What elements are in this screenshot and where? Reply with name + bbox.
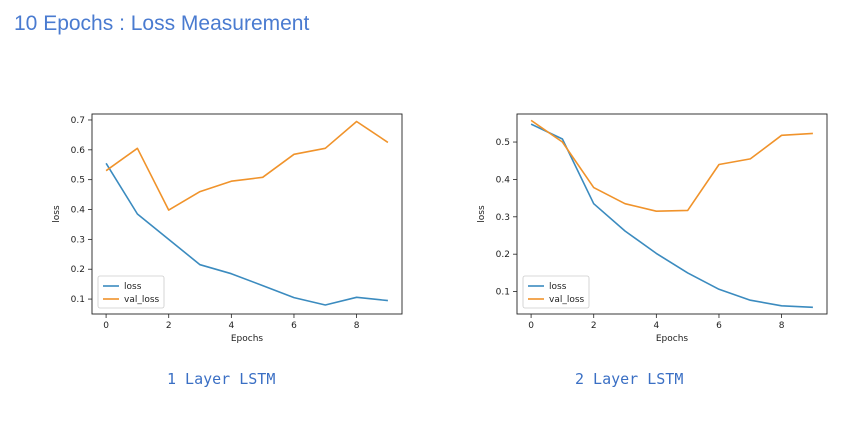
- y-tick-label: 0.5: [71, 176, 85, 186]
- y-tick-label: 0.2: [71, 265, 85, 275]
- x-tick-label: 6: [716, 321, 722, 331]
- legend-entry: val_loss: [549, 295, 585, 305]
- legend-entry: loss: [549, 282, 567, 292]
- chart-svg: 0.1 0.2 0.3 0.4 0.5 0 2 4 6 8 Epochs loss loss val_lo…: [477, 113, 828, 344]
- y-axis-label: loss: [477, 205, 487, 223]
- legend-entry: loss: [124, 282, 142, 292]
- y-tick-label: 0.5: [496, 138, 510, 148]
- x-tick-label: 8: [779, 321, 785, 331]
- series-line-loss: [105, 162, 388, 306]
- x-tick-label: 4: [653, 321, 659, 331]
- y-tick-label: 0.4: [496, 175, 511, 185]
- y-tick-label: 0.1: [71, 295, 85, 305]
- y-tick-label: 0.3: [71, 235, 85, 245]
- y-tick-label: 0.1: [496, 288, 510, 298]
- x-tick-label: 8: [354, 321, 360, 331]
- plot-frame: [91, 113, 403, 315]
- chart-svg: 0.1 0.2 0.3 0.4 0.5 0.6 0.7 0 2 4 6 8 Epochs loss loss…: [52, 113, 403, 344]
- plot-frame: [516, 113, 828, 315]
- legend-entry: val_loss: [124, 295, 160, 305]
- series-line-val-loss: [105, 120, 389, 211]
- x-tick-label: 2: [591, 321, 597, 331]
- x-axis-label: Epochs: [656, 334, 689, 344]
- x-tick-label: 4: [228, 321, 234, 331]
- x-tick-label: 2: [166, 321, 172, 331]
- y-axis-label: loss: [52, 205, 62, 223]
- x-axis-label: Epochs: [231, 334, 264, 344]
- x-tick-label: 0: [528, 321, 534, 331]
- caption-1-layer-lstm: 1 Layer LSTM: [167, 370, 276, 388]
- y-tick-label: 0.7: [71, 116, 85, 126]
- series-line-val-loss: [530, 119, 813, 212]
- chart-2-layer-lstm: 0.1 0.2 0.3 0.4 0.5 0 2 4 6 8 Epochs loss loss val_lo…: [465, 100, 828, 350]
- legend-box: [522, 275, 590, 309]
- x-tick-label: 6: [291, 321, 297, 331]
- chart-1-layer-lstm: 0.1 0.2 0.3 0.4 0.5 0.6 0.7 0 2 4 6 8 Epochs loss loss…: [40, 100, 403, 350]
- y-tick-label: 0.6: [71, 146, 86, 156]
- page-title: 10 Epochs : Loss Measurement: [14, 12, 310, 35]
- x-tick-label: 0: [103, 321, 109, 331]
- y-tick-label: 0.4: [71, 206, 86, 216]
- y-tick-label: 0.3: [496, 213, 510, 223]
- caption-2-layer-lstm: 2 Layer LSTM: [575, 370, 684, 388]
- y-tick-label: 0.2: [496, 250, 510, 260]
- legend-box: [97, 275, 165, 309]
- series-line-loss: [530, 123, 813, 309]
